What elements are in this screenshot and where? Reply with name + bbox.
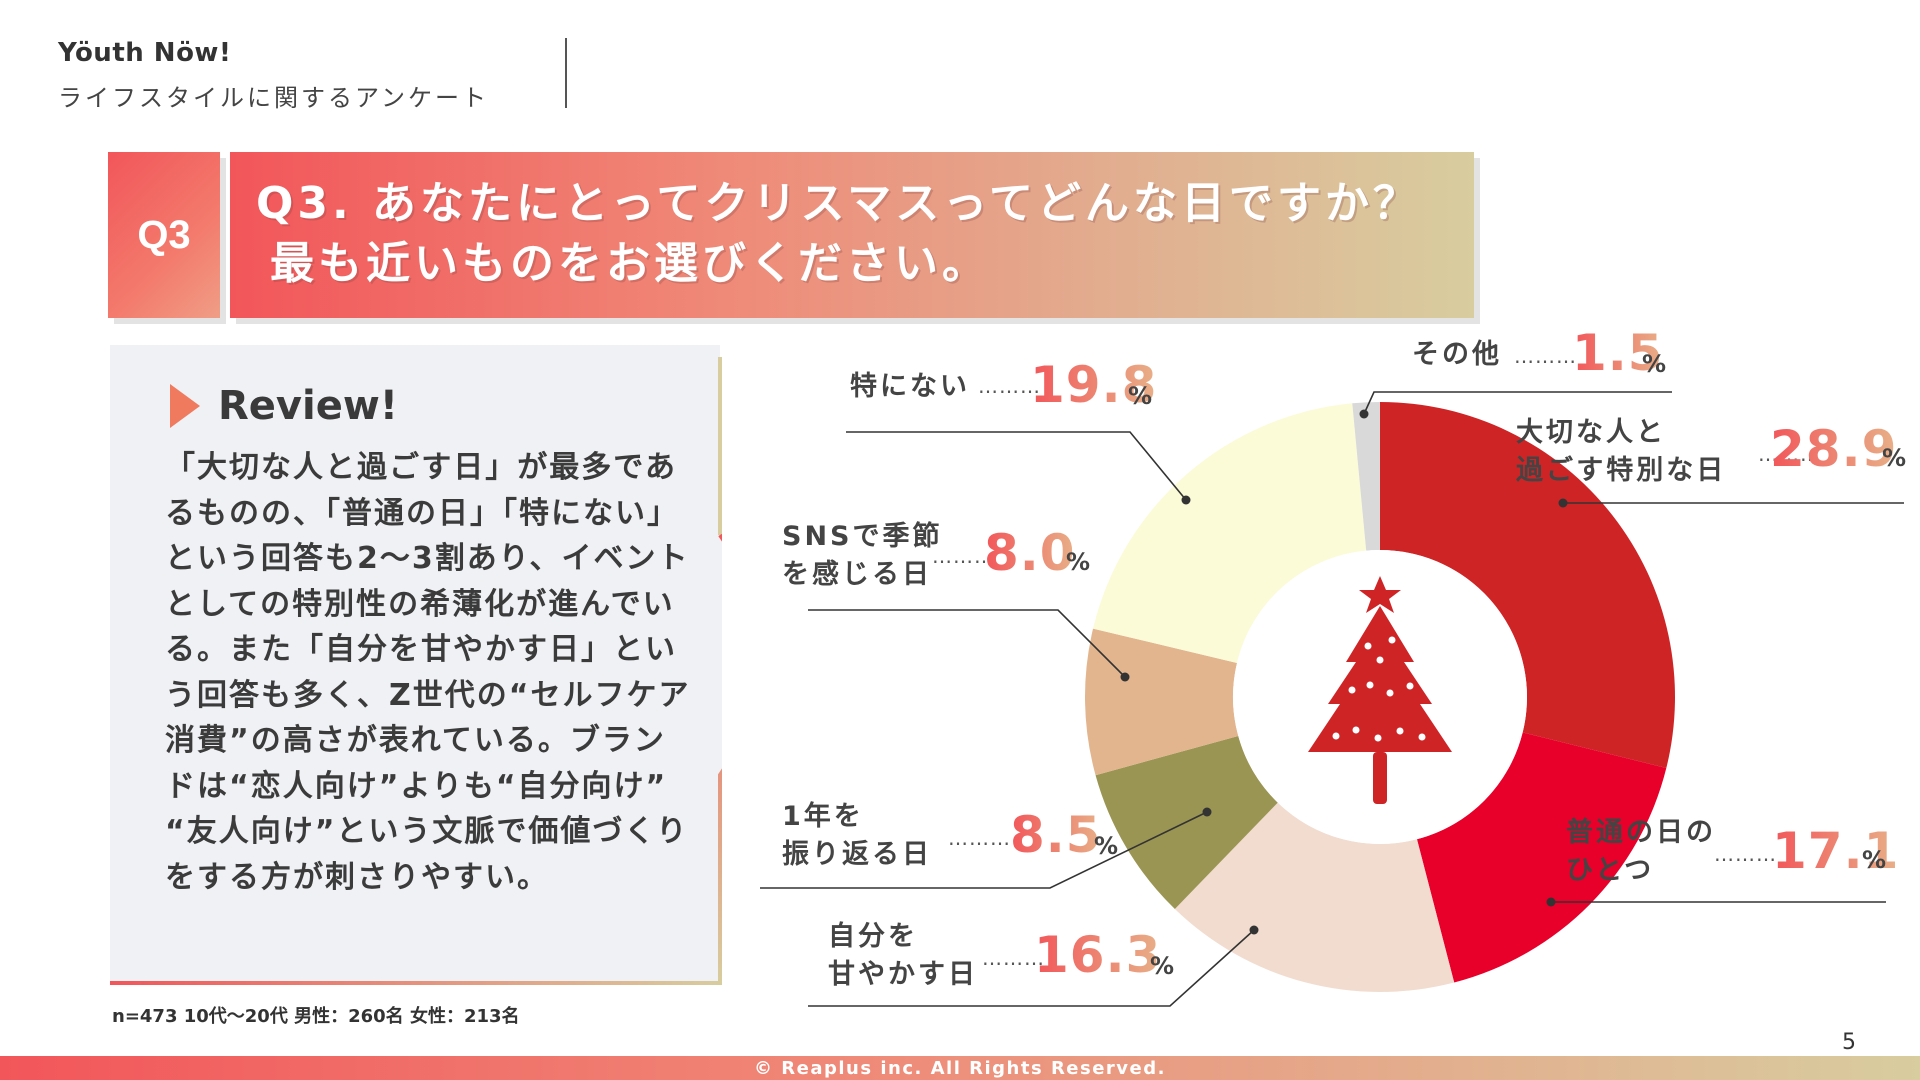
donut-hole [1233, 550, 1527, 844]
label-pamper-self: 自分を 甘やかす日 [828, 921, 978, 990]
question-line-2: 最も近いものをお選びください。 [270, 238, 990, 289]
donut-slice-5 [1093, 403, 1367, 663]
label-sns-season: SNSで季節 を感じる日 [782, 521, 943, 590]
question-badge: Q3 [108, 152, 220, 318]
leader-anchor-5 [1181, 495, 1191, 505]
percent-sign: % [1066, 548, 1091, 576]
percent-sign: % [1150, 952, 1175, 980]
review-heading: Review! [170, 383, 398, 429]
percent-sign: % [1094, 832, 1119, 860]
christmas-tree-icon [1308, 576, 1452, 804]
question-banner: Q3. あなたにとってクリスマスってどんな日ですか？ 最も近いものをお選びくださ… [230, 152, 1474, 318]
leader-dots: ……… [982, 946, 1045, 970]
donut-slice-3 [1095, 735, 1278, 910]
percent-sign: % [1862, 846, 1887, 874]
value-other: 1.5 [1572, 324, 1664, 382]
leader-dots: ……… [932, 544, 995, 568]
label-other: その他 [1412, 339, 1502, 370]
value-sns-season: 8.0 [984, 524, 1076, 582]
leader-line-4 [808, 609, 1126, 678]
brand-logo: Yöuth Nöw! [58, 38, 232, 68]
label-look-back: 1年を 振り返る日 [782, 801, 932, 870]
donut-slice-2 [1174, 802, 1455, 993]
percent-sign: % [1882, 444, 1907, 472]
play-triangle-icon [170, 384, 200, 428]
leader-anchor-3 [1202, 807, 1212, 817]
label-nothing-special: 特にない [850, 371, 970, 402]
leader-dots: ……… [1758, 442, 1821, 466]
leader-anchor-6 [1359, 409, 1369, 419]
leader-dots: ……… [978, 374, 1041, 398]
sample-footnote: n=473 10代〜20代 男性：260名 女性：213名 [112, 1006, 520, 1027]
leader-line-6 [1363, 391, 1672, 415]
survey-subtitle: ライフスタイルに関するアンケート [58, 84, 490, 112]
leader-anchor-1 [1546, 897, 1556, 907]
question-badge-label: Q3 [137, 212, 191, 257]
value-ordinary-day: 17.1 [1772, 822, 1900, 880]
review-panel-background [110, 345, 722, 985]
label-ordinary-day: 普通の日の ひとつ [1566, 817, 1716, 886]
value-pamper-self: 16.3 [1034, 926, 1162, 984]
leader-anchor-4 [1120, 672, 1130, 682]
leader-anchor-0 [1558, 498, 1568, 508]
leader-anchor-2 [1249, 925, 1259, 935]
review-panel: Review! 「大切な人と過ごす日」が最多であるものの、「普通の日」「特にない… [110, 345, 722, 985]
value-look-back: 8.5 [1010, 806, 1102, 864]
donut-slice-4 [1084, 628, 1239, 776]
donut-slice-6 [1352, 402, 1380, 551]
header-divider [565, 38, 567, 108]
label-important-people: 大切な人と 過ごす特別な日 [1516, 417, 1727, 486]
question-line-1: Q3. あなたにとってクリスマスってどんな日ですか？ [256, 178, 1422, 229]
review-title: Review! [218, 383, 399, 429]
footer-bar: © Reaplus inc. All Rights Reserved. [0, 1056, 1920, 1080]
leader-dots: ……… [948, 826, 1011, 850]
percent-sign: % [1128, 382, 1153, 410]
percent-sign: % [1642, 350, 1667, 378]
value-nothing-special: 19.8 [1030, 356, 1158, 414]
page-number: 5 [1842, 1030, 1856, 1055]
leader-dots: ……… [1714, 842, 1777, 866]
value-important-people: 28.9 [1770, 420, 1898, 478]
leader-line-5 [846, 431, 1187, 501]
review-text: 「大切な人と過ごす日」が最多であるものの、「普通の日」「特にない」という回答も2… [165, 450, 691, 895]
copyright-text: © Reaplus inc. All Rights Reserved. [754, 1057, 1166, 1079]
leader-dots: ……… [1514, 344, 1577, 368]
